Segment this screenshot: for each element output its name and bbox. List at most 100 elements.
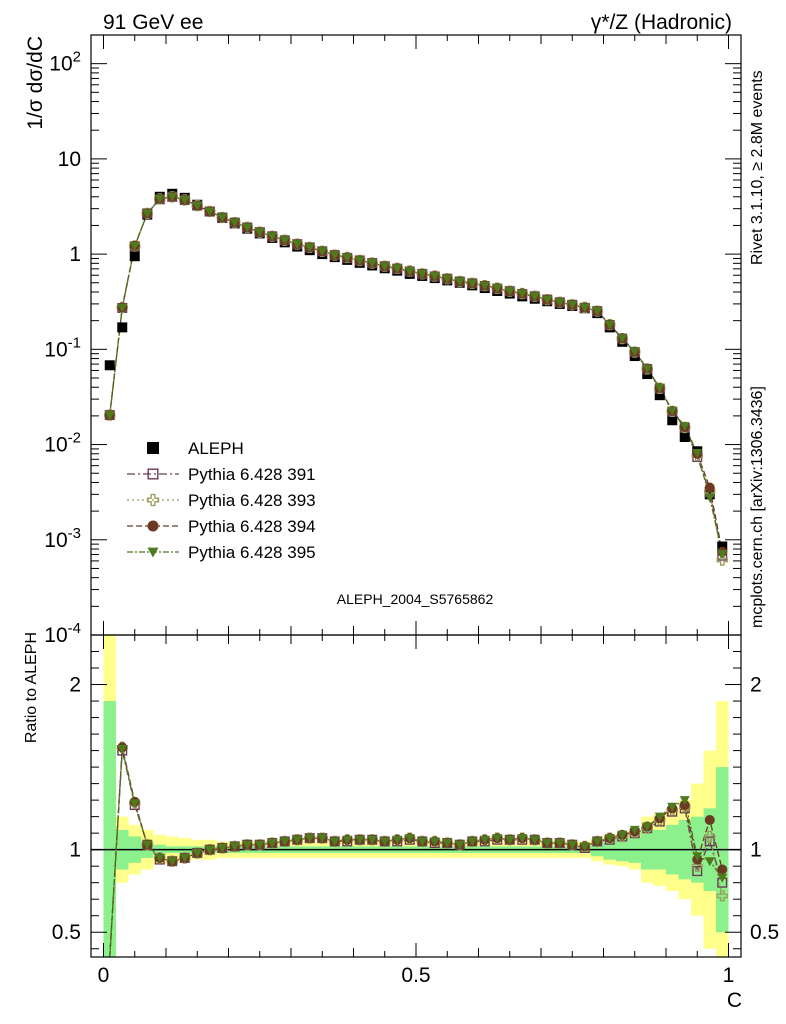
axes: 0 0.5 1 102 10 1 10-1 10-2 10-3 10-4 2 2 1 1 0.5 0.5 (44, 34, 779, 987)
mc-point-4 (467, 279, 478, 289)
ratio-frame (90, 634, 742, 958)
ratio-band-green (103, 701, 116, 957)
mc-point-4 (329, 251, 340, 261)
mc-point-4 (579, 303, 590, 313)
mc-point-4 (104, 411, 115, 421)
y-tick-label: 10-4 (44, 620, 81, 647)
mc-point-4 (292, 240, 303, 250)
ratio-data-points (116, 741, 728, 902)
ratio-y-tick-label-right: 0.5 (750, 921, 779, 944)
data-point-aleph (667, 415, 678, 426)
legend-label: Pythia 6.428 393 (188, 491, 316, 510)
x-tick-label: 0 (98, 964, 110, 987)
mc-point-4 (417, 269, 428, 279)
ratio-point-4 (429, 837, 440, 847)
ratio-point-4 (379, 837, 390, 847)
y-tick-label: 1 (69, 243, 81, 266)
legend-marker (147, 547, 159, 558)
analysis-watermark: ALEPH_2004_S5765862 (337, 591, 494, 607)
x-axis-label: C (727, 989, 742, 1012)
ratio-point-4 (117, 744, 128, 754)
ratio-point-4 (567, 840, 578, 850)
legend-marker (146, 493, 160, 507)
data-point-aleph (129, 251, 140, 262)
ratio-point-4 (342, 835, 353, 845)
ratio-point-4 (192, 848, 203, 858)
mc-point-4 (542, 295, 553, 305)
ratio-point-4 (292, 835, 303, 845)
ratio-point-4 (167, 857, 178, 867)
mc-point-4 (429, 272, 440, 282)
mc-point-4 (342, 253, 353, 263)
mc-point-4 (117, 303, 128, 313)
ratio-point-2 (704, 830, 716, 843)
ratio-y-tick-label: 0.5 (52, 921, 81, 944)
data-point-aleph (654, 390, 665, 401)
mc-point-4 (529, 292, 540, 302)
mc-point-4 (304, 243, 315, 253)
ratio-point-4 (629, 825, 640, 835)
ratio-point-4 (442, 839, 453, 849)
mc-point-4 (492, 284, 503, 294)
mc-point-4 (317, 247, 328, 257)
mc-point-4 (679, 422, 690, 432)
mc-point-4 (629, 347, 640, 357)
legend-marker (147, 468, 159, 480)
ratio-point-4 (179, 853, 190, 863)
ratio-point-4 (554, 839, 565, 849)
ratio-point-4 (592, 837, 603, 847)
y-axis-label: 1/σ dσ/dC (24, 36, 47, 130)
ratio-point-4 (579, 842, 590, 852)
mc-point-4 (179, 195, 190, 205)
ratio-point-4 (504, 835, 515, 845)
mc-point-4 (554, 298, 565, 308)
ratio-y-tick-label-right: 2 (750, 674, 762, 697)
data-point-aleph (117, 322, 128, 333)
ratio-point-4 (142, 840, 153, 850)
y-tick-label: 102 (49, 49, 81, 76)
data-point-aleph (717, 541, 728, 552)
legend-label: Pythia 6.428 391 (188, 465, 316, 484)
ratio-point-4 (654, 812, 665, 822)
ratio-point-4 (617, 830, 628, 840)
mc-point-4 (604, 320, 615, 330)
mc-point-4 (479, 281, 490, 291)
ratio-y-axis-label: Ratio to ALEPH (23, 632, 40, 743)
ratio-y-tick-label-right: 1 (750, 839, 762, 862)
ratio-point-4 (517, 834, 528, 844)
rivet-label: Rivet 3.1.10, ≥ 2.8M events (749, 70, 766, 265)
ratio-point-4 (154, 853, 165, 863)
header-right: γ*/Z (Hadronic) (591, 11, 732, 34)
ratio-point-4 (704, 857, 715, 867)
ratio-point-3 (704, 814, 715, 825)
mc-point-3 (704, 482, 715, 493)
ratio-point-4 (304, 834, 315, 844)
mc-point-4 (154, 194, 165, 204)
mc-point-4 (617, 334, 628, 344)
ratio-point-3 (717, 864, 728, 875)
mc-point-4 (379, 262, 390, 272)
ratio-point-4 (717, 873, 728, 883)
ratio-point-4 (329, 837, 340, 847)
y-tick-label: 10-1 (44, 334, 81, 361)
mc-point-4 (454, 277, 465, 287)
ratio-point-4 (129, 799, 140, 809)
ratio-point-4 (354, 835, 365, 845)
mc-point-4 (567, 300, 578, 310)
mc-point-4 (692, 448, 703, 458)
mcplots-label: mcplots.cern.ch [arXiv:1306.3436] (749, 386, 766, 628)
ratio-point-4 (642, 822, 653, 832)
ratio-point-4 (667, 802, 678, 812)
ratio-point-4 (604, 834, 615, 844)
legend-label: Pythia 6.428 394 (188, 517, 316, 536)
mc-point-4 (704, 493, 715, 503)
legend: ALEPH Pythia 6.428 391 Pythia 6.428 393 Pyt… (127, 439, 316, 562)
y-tick-label: 10-3 (44, 525, 81, 552)
ratio-y-tick-label: 1 (69, 839, 81, 862)
ratio-y-tick-label: 2 (69, 674, 81, 697)
ratio-point-2 (691, 860, 703, 872)
legend-label: ALEPH (188, 439, 244, 458)
ratio-point-4 (679, 796, 690, 806)
mc-point-4 (717, 550, 728, 560)
mc-point-4 (204, 207, 215, 217)
